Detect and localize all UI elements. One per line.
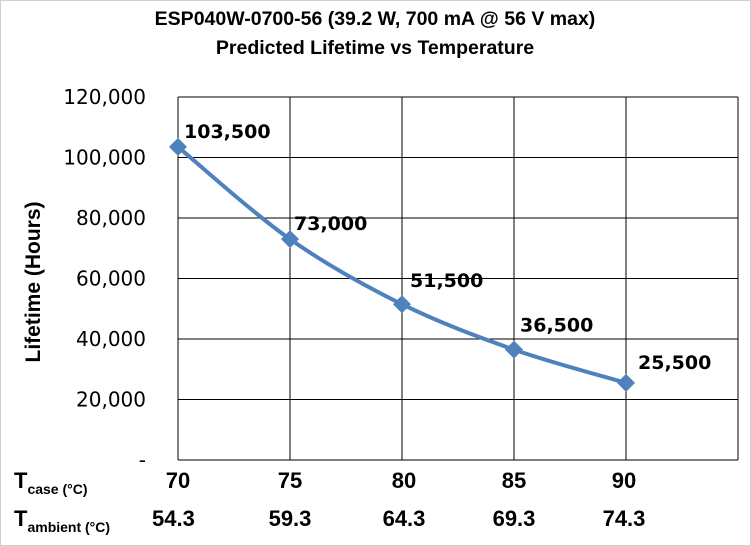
y-tick-label: 20,000 xyxy=(76,388,146,412)
y-tick-label: 40,000 xyxy=(76,327,146,351)
data-label: 25,500 xyxy=(638,352,711,374)
x-tick-label-ambient: 59.3 xyxy=(269,506,312,531)
y-tick-label: 120,000 xyxy=(63,85,146,109)
data-point-marker xyxy=(617,373,635,392)
x-axis-rows: Tcase (°C) 70 75 80 85 90 Tambient (°C) 54.3 59.… xyxy=(14,468,645,535)
x-tick-label-ambient: 54.3 xyxy=(152,506,195,531)
data-label: 73,000 xyxy=(294,213,367,235)
data-label: 36,500 xyxy=(520,315,593,337)
y-axis-label: Lifetime (Hours) xyxy=(22,201,45,362)
y-tick-label: 100,000 xyxy=(63,146,146,170)
y-tick-label: - xyxy=(139,448,146,472)
data-point-marker xyxy=(505,340,523,359)
chart-subtitle: Predicted Lifetime vs Temperature xyxy=(216,37,534,59)
x-tick-label-case: 85 xyxy=(502,468,526,493)
series-layer: 103,500 73,000 51,500 36,500 25,500 xyxy=(169,121,711,392)
x-tick-label-ambient: 74.3 xyxy=(603,506,646,531)
y-tick-label: 80,000 xyxy=(76,206,146,230)
x-tick-label-ambient: 69.3 xyxy=(493,506,536,531)
data-point-marker xyxy=(393,295,411,314)
x-tick-label-case: 80 xyxy=(392,468,416,493)
gridlines xyxy=(177,96,739,461)
data-label: 103,500 xyxy=(184,121,271,143)
data-point-marker xyxy=(169,137,187,156)
chart-title: ESP040W-0700-56 (39.2 W, 700 mA @ 56 V m… xyxy=(155,8,596,30)
x-tick-label-case: 90 xyxy=(612,468,636,493)
x-tick-label-case: 70 xyxy=(166,468,190,493)
data-label: 51,500 xyxy=(410,270,483,292)
data-point-marker xyxy=(281,230,299,249)
y-tick-label: 60,000 xyxy=(76,267,146,291)
y-tick-labels: - 20,000 40,000 60,000 80,000 100,000 120,000 xyxy=(63,85,146,472)
x-row-label-case: Tcase (°C) xyxy=(14,468,88,497)
x-row-label-ambient: Tambient (°C) xyxy=(14,506,110,535)
x-tick-label-ambient: 64.3 xyxy=(383,506,426,531)
x-tick-label-case: 75 xyxy=(278,468,302,493)
